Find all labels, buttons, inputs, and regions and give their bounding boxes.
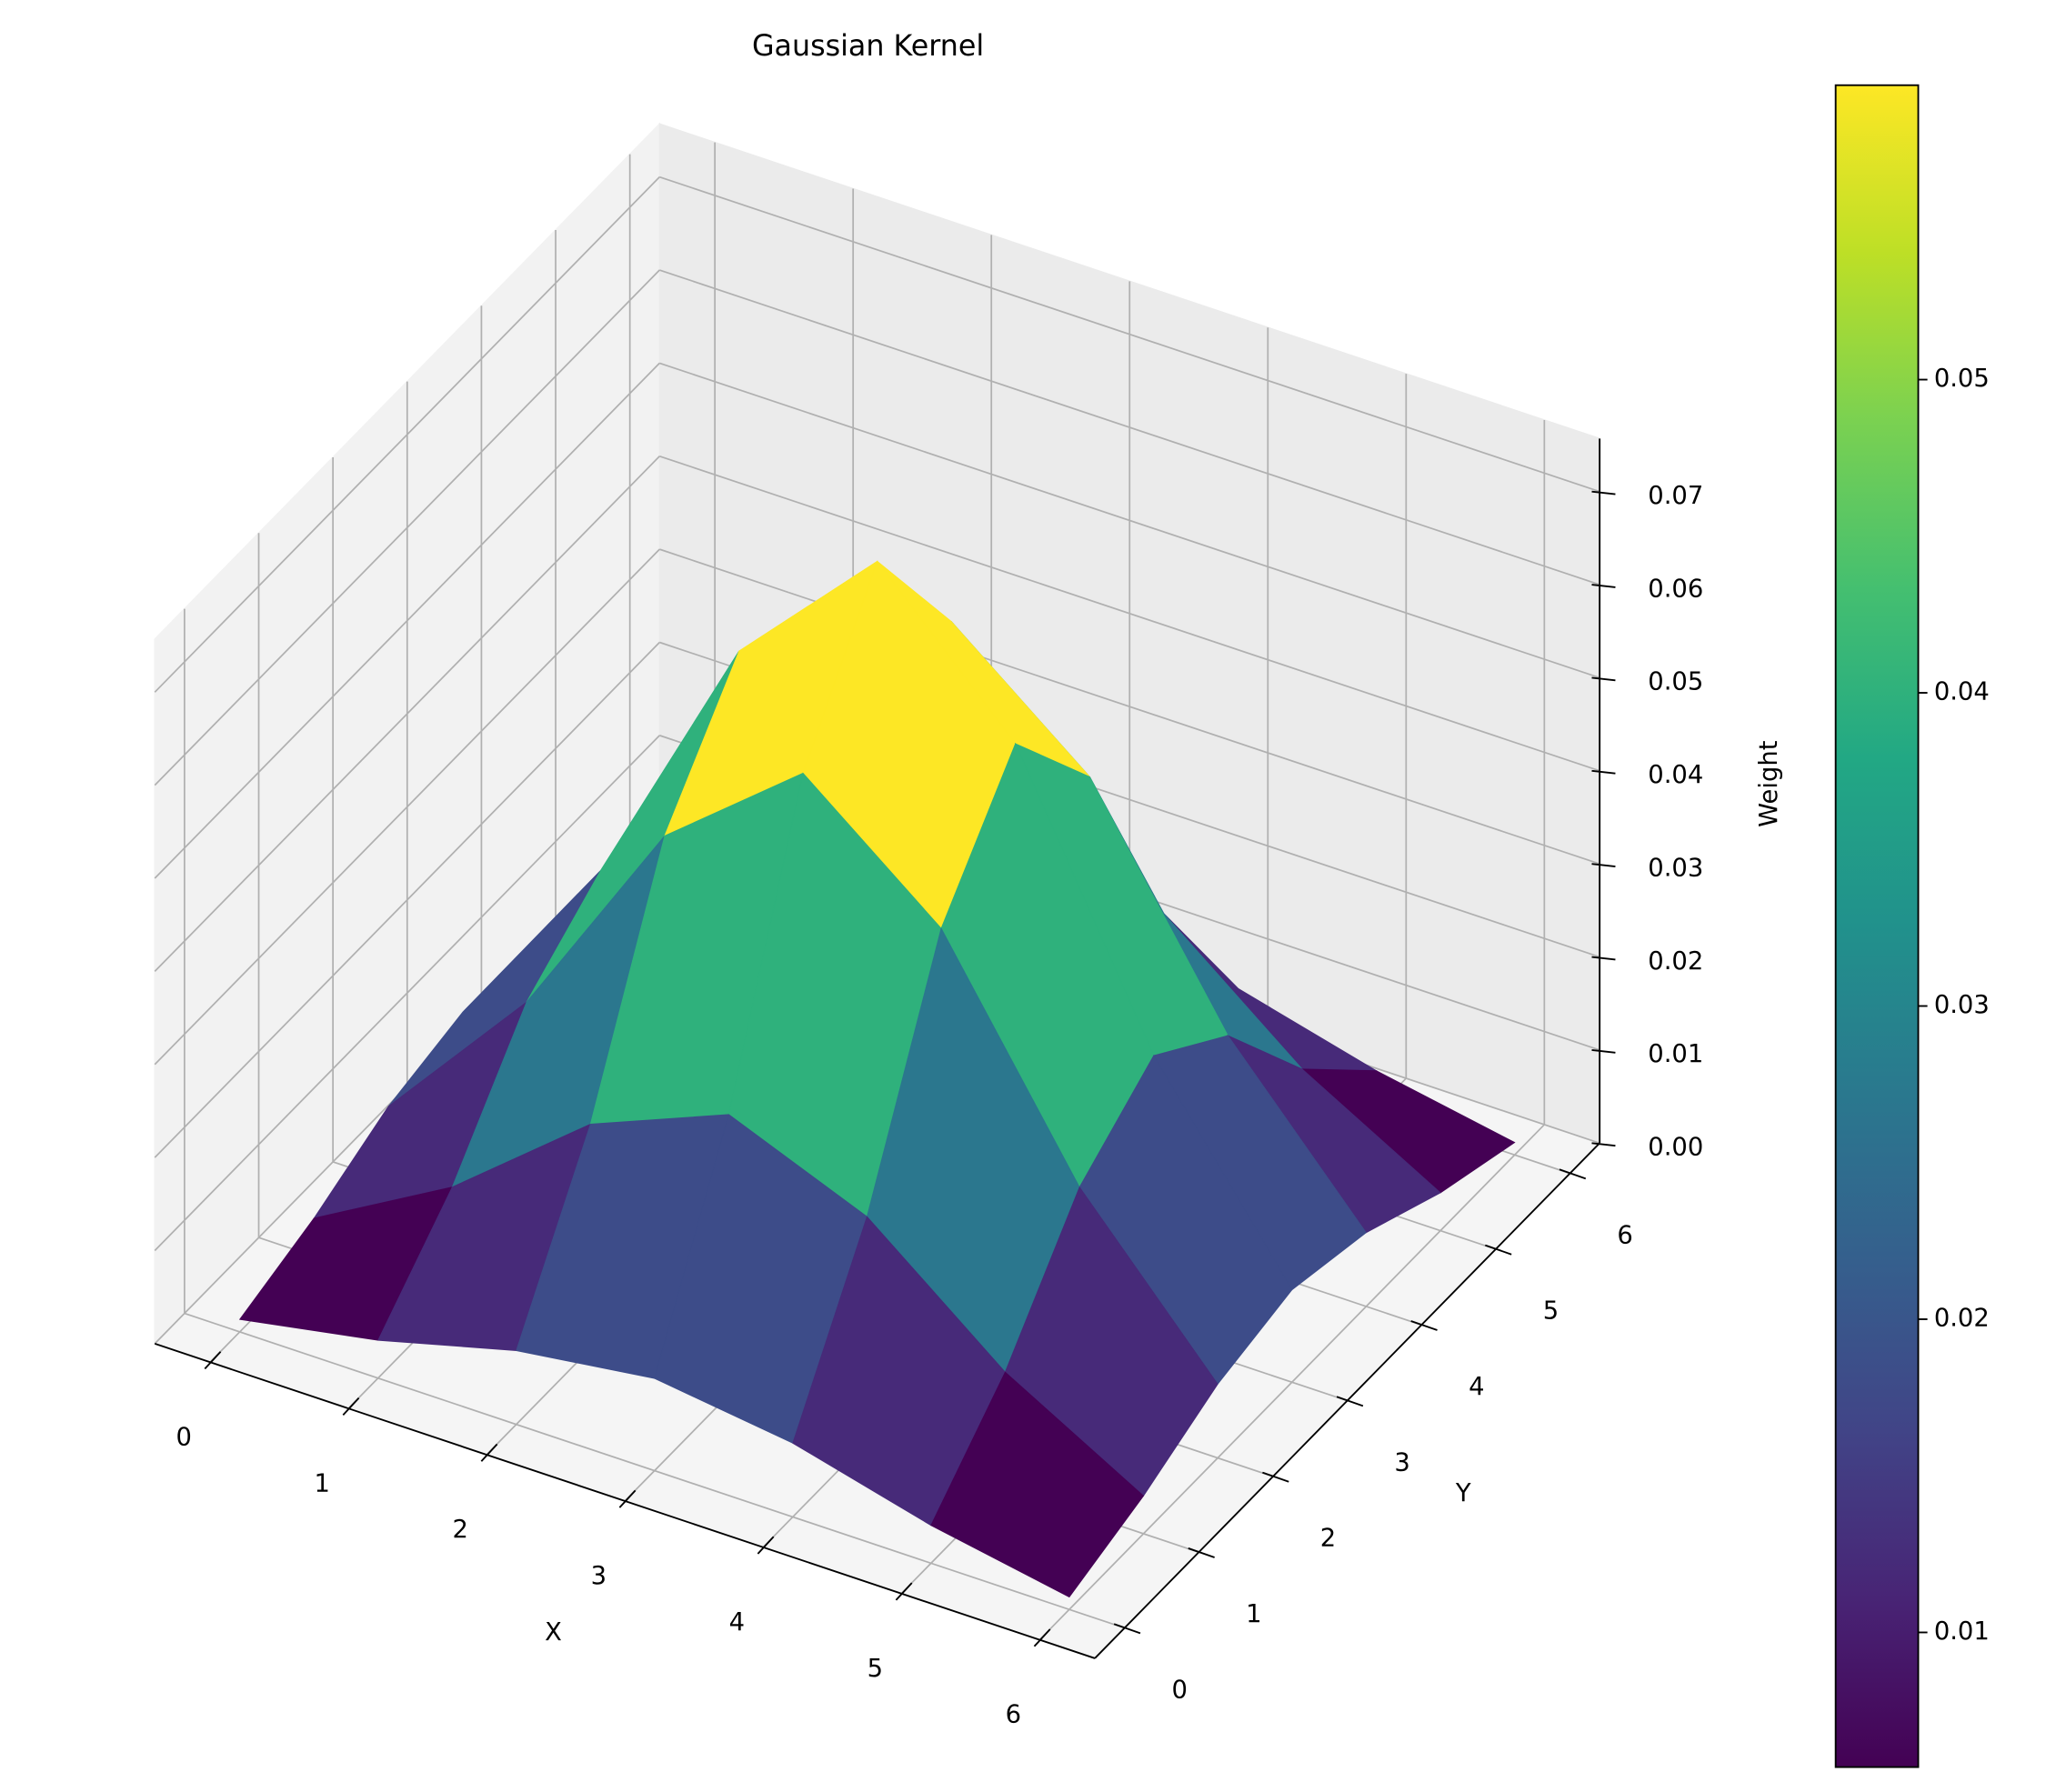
y-tick-label: 4 (1469, 1373, 1484, 1401)
x-tick-label: 6 (1006, 1701, 1021, 1729)
x-tick-label: 5 (868, 1655, 883, 1683)
y-tick-label: 2 (1320, 1525, 1336, 1553)
y-tick-label: 6 (1617, 1221, 1632, 1249)
colorbar-tick-label: 0.03 (1934, 991, 1990, 1019)
colorbar-tick-label: 0.02 (1934, 1304, 1990, 1332)
x-tick (895, 1582, 913, 1601)
y-axis-label: Y (1455, 1479, 1471, 1507)
grid-line (154, 641, 660, 1158)
z-tick (1591, 584, 1616, 588)
z-tick-label: 0.06 (1648, 575, 1703, 603)
x-tick (342, 1397, 360, 1416)
grid-line (659, 362, 1600, 679)
y-tick-label: 1 (1246, 1600, 1261, 1628)
y-tick (1559, 1168, 1587, 1180)
z-tick (1591, 956, 1616, 961)
y-tick (1188, 1547, 1215, 1558)
colorbar-tick-label: 0.05 (1934, 365, 1990, 393)
x-tick (204, 1351, 222, 1370)
y-tick-label: 3 (1394, 1448, 1409, 1477)
grid-line (154, 456, 660, 973)
x-tick (1033, 1628, 1051, 1647)
y-tick (1113, 1623, 1141, 1635)
surface-face (930, 1371, 1145, 1598)
x-tick-label: 1 (315, 1469, 330, 1497)
z-tick-label: 0.04 (1648, 761, 1703, 789)
x-tick-label: 0 (176, 1423, 191, 1451)
grid-line (184, 1312, 1125, 1629)
colorbar-tick-label: 0.04 (1934, 678, 1990, 706)
x-tick (618, 1489, 637, 1508)
z-tick-label: 0.00 (1648, 1134, 1703, 1162)
y-tick-label: 5 (1543, 1297, 1559, 1326)
grid-line (659, 269, 1600, 586)
y-tick (1410, 1320, 1438, 1331)
grid-line (154, 548, 660, 1066)
x-tick (480, 1443, 498, 1462)
z-tick (1591, 1048, 1616, 1054)
x-tick-label: 2 (453, 1516, 468, 1544)
y-tick (1262, 1471, 1289, 1483)
x-tick-label: 3 (591, 1562, 607, 1590)
z-tick-label: 0.03 (1648, 854, 1703, 882)
x-tick (757, 1536, 775, 1555)
z-tick-label: 0.05 (1648, 668, 1703, 696)
z-tick (1591, 1142, 1616, 1147)
z-tick (1591, 490, 1616, 496)
z-tick (1591, 863, 1616, 867)
grid-line (154, 362, 660, 879)
z-tick-label: 0.01 (1648, 1040, 1703, 1068)
y-tick (1485, 1244, 1512, 1256)
z-axis-label: Weight (1755, 740, 1783, 827)
z-tick-label: 0.07 (1648, 482, 1703, 510)
grid-line (154, 735, 660, 1252)
x-axis-label: X (545, 1618, 562, 1647)
y-tick (1336, 1396, 1364, 1407)
colorbar-tick-label: 0.01 (1934, 1617, 1990, 1646)
grid-line (659, 455, 1600, 772)
grid-line (154, 269, 660, 786)
colorbar (1834, 84, 1920, 1768)
grid-line (659, 175, 1600, 493)
y-tick-label: 0 (1172, 1676, 1188, 1704)
z-tick-label: 0.02 (1648, 947, 1703, 976)
chart-title: Gaussian Kernel (752, 30, 984, 63)
grid-line (154, 176, 660, 693)
x-tick-label: 4 (729, 1608, 745, 1637)
z-tick (1591, 676, 1616, 682)
z-tick (1591, 769, 1616, 775)
